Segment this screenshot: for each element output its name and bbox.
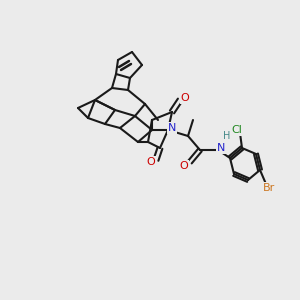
Text: H: H [223,131,231,141]
Text: O: O [147,157,155,167]
Text: Cl: Cl [232,125,242,135]
Text: Br: Br [263,183,275,193]
Text: N: N [168,123,176,133]
Text: O: O [181,93,189,103]
Text: O: O [180,161,188,171]
Text: N: N [217,143,225,153]
